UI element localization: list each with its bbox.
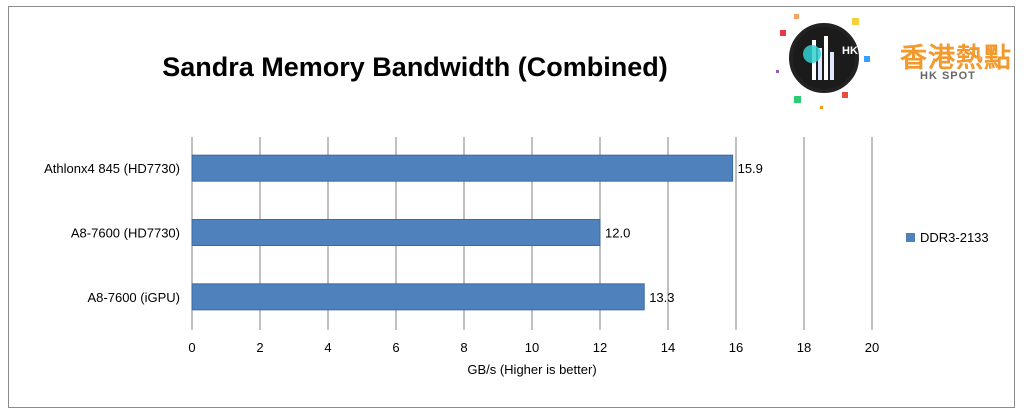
x-tick-label: 14 [661,340,675,355]
legend-label: DDR3-2133 [920,230,989,245]
x-tick-label: 18 [797,340,811,355]
category-label: Athlonx4 845 (HD7730) [44,161,180,176]
category-label: A8-7600 (HD7730) [71,226,180,241]
bar [191,283,645,311]
category-label: A8-7600 (iGPU) [88,290,180,305]
data-label: 15.9 [738,161,763,176]
x-tick-label: 4 [324,340,331,355]
legend-swatch [906,233,915,242]
x-tick-label: 12 [593,340,607,355]
brand-name-chinese: 香港熱點 [900,43,1012,74]
x-tick-label: 0 [188,340,195,355]
bar [191,154,734,182]
x-tick-label: 16 [729,340,743,355]
x-tick-label: 8 [460,340,467,355]
brand-name-english: HK SPOT [920,70,976,82]
x-tick-label: 2 [256,340,263,355]
x-axis-label: GB/s (Higher is better) [467,362,596,377]
hkspot-logo-icon: HK [776,14,870,109]
bar [191,219,601,246]
x-tick-label: 20 [865,340,879,355]
svg-text:HK: HK [842,45,858,57]
x-tick-label: 6 [392,340,399,355]
chart-title: Sandra Memory Bandwidth (Combined) [162,52,668,82]
x-tick-label: 10 [525,340,539,355]
legend: DDR3-2133 [906,230,989,245]
data-label: 13.3 [649,290,674,305]
data-label: 12.0 [605,226,630,241]
